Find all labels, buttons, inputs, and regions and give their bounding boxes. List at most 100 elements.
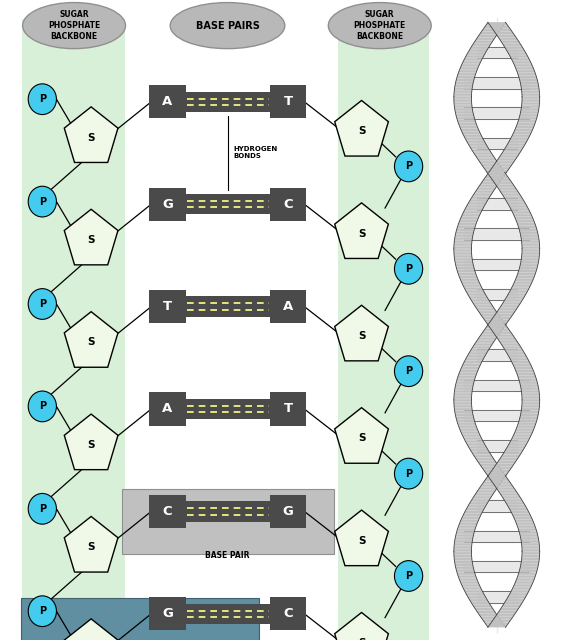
Text: S: S [358,536,365,546]
Polygon shape [480,314,499,315]
Polygon shape [485,327,504,328]
Polygon shape [456,417,474,418]
Polygon shape [515,218,533,220]
Polygon shape [478,186,497,188]
Polygon shape [519,79,537,80]
Polygon shape [458,122,476,124]
Polygon shape [454,401,471,403]
Polygon shape [514,367,532,368]
Polygon shape [517,124,535,125]
FancyBboxPatch shape [338,19,429,640]
Polygon shape [457,118,475,120]
Polygon shape [513,62,531,63]
Polygon shape [517,273,536,274]
Polygon shape [460,218,478,220]
Text: P: P [39,299,46,309]
Polygon shape [501,154,519,156]
Polygon shape [508,355,526,356]
Polygon shape [480,465,499,467]
Polygon shape [454,400,471,401]
Polygon shape [483,318,502,319]
Polygon shape [498,36,516,38]
Polygon shape [516,125,534,127]
Polygon shape [516,68,534,69]
Polygon shape [455,236,473,237]
Polygon shape [509,292,527,294]
Polygon shape [508,142,526,143]
Polygon shape [489,175,508,177]
Polygon shape [522,397,540,398]
Polygon shape [517,524,535,525]
Polygon shape [470,147,488,148]
Polygon shape [465,441,484,442]
Polygon shape [522,396,540,397]
Polygon shape [474,607,493,609]
Polygon shape [514,216,533,218]
Polygon shape [457,225,475,227]
Polygon shape [514,215,532,216]
Polygon shape [485,479,503,480]
Polygon shape [489,327,508,328]
Polygon shape [516,371,534,372]
Polygon shape [462,283,480,285]
Polygon shape [498,612,516,614]
Polygon shape [508,204,527,206]
Polygon shape [454,396,471,397]
Polygon shape [508,203,526,204]
Polygon shape [512,362,530,364]
Polygon shape [481,616,499,618]
Polygon shape [492,318,510,319]
Polygon shape [491,27,510,28]
Polygon shape [506,145,524,147]
FancyBboxPatch shape [270,290,306,323]
Polygon shape [463,588,481,589]
Polygon shape [513,63,532,65]
Polygon shape [521,544,540,545]
Polygon shape [454,95,471,97]
Polygon shape [521,89,540,91]
Polygon shape [472,499,490,500]
Polygon shape [456,80,474,81]
Polygon shape [473,44,491,45]
Polygon shape [522,404,540,406]
Polygon shape [510,289,528,291]
FancyBboxPatch shape [20,598,259,640]
Polygon shape [455,542,472,544]
Polygon shape [510,593,528,594]
Polygon shape [505,450,523,451]
Polygon shape [455,262,473,264]
Polygon shape [464,136,482,138]
Polygon shape [465,207,484,209]
Polygon shape [508,506,526,508]
Polygon shape [491,621,510,623]
Polygon shape [519,227,537,228]
Polygon shape [513,132,532,133]
Polygon shape [503,603,522,604]
Circle shape [28,289,56,319]
Polygon shape [522,244,540,245]
Text: S: S [87,235,95,245]
Polygon shape [489,624,508,626]
Polygon shape [501,607,519,609]
Polygon shape [521,254,540,256]
Polygon shape [514,431,533,433]
Polygon shape [454,548,471,550]
Polygon shape [519,76,537,77]
Polygon shape [462,586,481,588]
Polygon shape [503,301,521,303]
Polygon shape [509,509,528,511]
Polygon shape [472,347,491,348]
Polygon shape [455,260,473,262]
Polygon shape [489,171,508,172]
Polygon shape [64,107,118,163]
Polygon shape [472,301,491,303]
Polygon shape [467,444,485,445]
Polygon shape [502,303,521,305]
Polygon shape [484,471,503,472]
Polygon shape [455,233,473,235]
Polygon shape [518,529,537,530]
Polygon shape [470,501,488,503]
Polygon shape [503,499,522,500]
Polygon shape [458,424,476,426]
Polygon shape [503,347,521,348]
